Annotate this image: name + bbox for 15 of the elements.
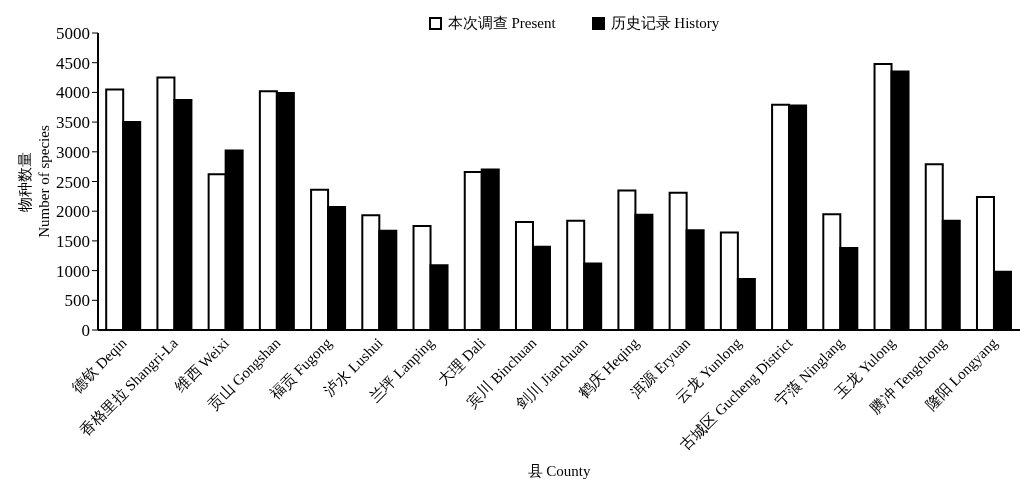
y-tick-label: 500 bbox=[64, 291, 90, 311]
y-tick-label: 1500 bbox=[56, 231, 90, 251]
y-tick-label: 5000 bbox=[56, 24, 90, 44]
x-axis-title: 县 County bbox=[527, 463, 591, 479]
y-tick-label: 0 bbox=[81, 321, 90, 341]
y-tick-label: 2500 bbox=[56, 172, 90, 192]
y-tick-label: 4500 bbox=[56, 53, 90, 73]
y-tick-label: 3000 bbox=[56, 142, 90, 162]
legend-label: 本次调查 Present bbox=[447, 14, 556, 33]
y-tick-label: 2000 bbox=[56, 202, 90, 222]
y-tick-label: 3500 bbox=[56, 113, 90, 133]
legend-label: 历史记录 History bbox=[610, 14, 720, 33]
y-tick-label: 4000 bbox=[56, 83, 90, 103]
y-axis-title: 物种数量 Number of species bbox=[17, 125, 52, 238]
y-tick-label: 1000 bbox=[56, 261, 90, 281]
